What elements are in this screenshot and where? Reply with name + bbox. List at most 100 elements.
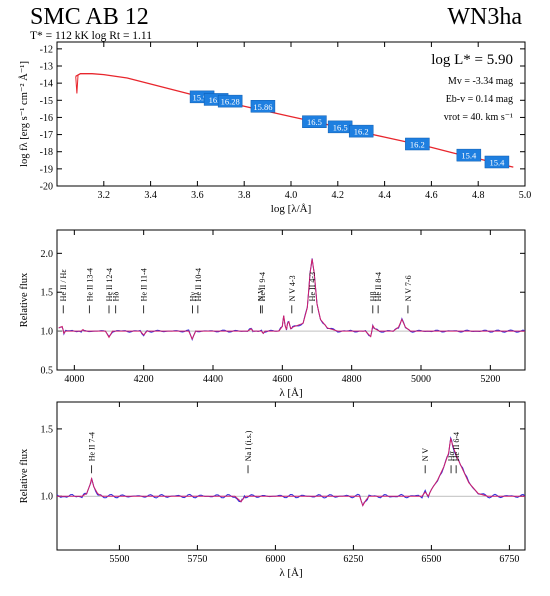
x-tick-label: 5000 bbox=[411, 374, 431, 385]
panel-sed: 3.2 3.4 3.6 3.8 4.0 4.2 4.4 4.6 4.8 5.0 -12 -13 -14 -… bbox=[18, 41, 532, 215]
line-id-label: N V bbox=[257, 288, 266, 302]
line-id-label: He II 6-4 bbox=[452, 432, 461, 461]
photometry-label: 15.4 bbox=[489, 158, 505, 168]
x-tick-label: 4.4 bbox=[378, 190, 391, 201]
y-tick-label: 1.5 bbox=[41, 288, 54, 299]
line-id-label: Na I (i.s.) bbox=[244, 430, 253, 461]
photometry-label: 15.4 bbox=[461, 151, 477, 161]
photometry-box bbox=[217, 94, 243, 108]
y-axis-label: Relative flux bbox=[19, 272, 30, 327]
plot-area bbox=[57, 258, 525, 342]
photometry-box bbox=[348, 124, 374, 138]
y-tick-label: -19 bbox=[40, 164, 53, 175]
line-id-label: He II 8-4 bbox=[374, 272, 383, 301]
y-tick-label: 0.5 bbox=[41, 366, 54, 377]
x-tick-label: 6250 bbox=[343, 554, 363, 565]
x-tick-label: 6000 bbox=[265, 554, 285, 565]
y-tick-label: -13 bbox=[40, 62, 53, 73]
photometry-label: 16.5 bbox=[333, 122, 348, 132]
x-tick-label: 3.6 bbox=[191, 190, 204, 201]
ebv-label: Eb-v = 0.14 mag bbox=[446, 94, 513, 105]
y-tick-label: 2.0 bbox=[41, 249, 54, 260]
plot-area bbox=[57, 436, 525, 507]
photometry-label: 16.28 bbox=[221, 97, 240, 107]
line-id-label: Hγ bbox=[189, 292, 198, 302]
y-axis-label: log fλ [erg s⁻¹ cm⁻² Å⁻¹] bbox=[18, 61, 30, 167]
line-id-label: He II 7-4 bbox=[88, 432, 97, 461]
sed-line-feature bbox=[75, 74, 79, 94]
panel-norm1: 4000 4200 4400 4600 4800 5000 5200 0.5 1.0 1.5 2.0… bbox=[19, 229, 526, 399]
line-id-label: He II 10-4 bbox=[194, 268, 203, 301]
x-tick-label: 3.4 bbox=[144, 190, 157, 201]
photometry-label: 15.99 bbox=[193, 92, 212, 102]
line-id-label: He II 12-4 bbox=[105, 268, 114, 301]
line-id-label: He II 9-4 bbox=[258, 272, 267, 301]
line-id-label: Hα bbox=[447, 450, 456, 461]
x-tick-label: 3.8 bbox=[238, 190, 251, 201]
line-id-label: N V bbox=[421, 448, 430, 462]
line-id-label: He II 13-4 bbox=[85, 268, 94, 301]
luminosity-label: log L* = 5.90 bbox=[431, 52, 513, 68]
x-tick-label: 5200 bbox=[480, 374, 500, 385]
y-tick-label: -20 bbox=[40, 182, 53, 193]
x-tick-label: 4800 bbox=[342, 374, 362, 385]
y-axis-label: Relative flux bbox=[19, 448, 30, 503]
y-tick-label: -16 bbox=[40, 113, 53, 124]
x-tick-label: 5500 bbox=[109, 554, 129, 565]
x-axis-label: log [λ/Å] bbox=[271, 203, 311, 215]
x-tick-label: 4.8 bbox=[472, 190, 485, 201]
x-tick-label: 6500 bbox=[421, 554, 441, 565]
y-tick-label: -15 bbox=[40, 96, 53, 107]
plot-frame bbox=[56, 229, 526, 371]
line-id-label: Hβ bbox=[369, 291, 378, 301]
photometry-label: 16.1 bbox=[209, 95, 224, 105]
model-spectrum bbox=[58, 258, 525, 341]
x-tick-label: 5750 bbox=[187, 554, 207, 565]
line-id-label: He II 11-4 bbox=[140, 268, 149, 301]
line-id-label: N V 7-6 bbox=[404, 275, 413, 301]
y-tick-label: 1.5 bbox=[41, 424, 54, 435]
photometry-box bbox=[456, 148, 482, 162]
photometry-box bbox=[302, 115, 327, 128]
line-id-label: He II / Hε bbox=[59, 269, 68, 302]
photometry-label: 16.2 bbox=[410, 140, 425, 150]
x-tick-label: 4000 bbox=[64, 374, 84, 385]
mv-label: Mv = -3.34 mag bbox=[448, 76, 513, 87]
x-tick-label: 3.2 bbox=[98, 190, 111, 201]
x-tick-label: 4.0 bbox=[285, 190, 298, 201]
photometry-box bbox=[405, 137, 430, 151]
panel-norm2: 5500 5750 6000 6250 6500 6750 1.0 1.5 λ [Å] Relat… bbox=[19, 401, 526, 579]
model-spectrum bbox=[57, 438, 525, 507]
photometry-box bbox=[484, 155, 510, 169]
x-tick-label: 4200 bbox=[134, 374, 154, 385]
line-id-label: N V 4-3 bbox=[288, 275, 297, 301]
spectral-type: WN3ha bbox=[447, 4, 522, 30]
x-tick-label: 4600 bbox=[272, 374, 292, 385]
x-tick-label: 4400 bbox=[203, 374, 223, 385]
vrot-label: vrot = 40. km s⁻¹ bbox=[444, 112, 513, 123]
x-axis-label: λ [Å] bbox=[279, 387, 302, 399]
line-id-label: He II 4-3 bbox=[308, 272, 317, 301]
x-axis-label: λ [Å] bbox=[279, 567, 302, 579]
photometry-label: 16.2 bbox=[354, 127, 369, 137]
y-tick-label: 1.0 bbox=[41, 327, 54, 338]
x-tick-label: 4.2 bbox=[332, 190, 345, 201]
y-tick-label: 1.0 bbox=[41, 492, 54, 503]
x-tick-label: 6750 bbox=[499, 554, 519, 565]
x-tick-label: 5.0 bbox=[519, 190, 532, 201]
plot-frame bbox=[56, 401, 526, 551]
photometry-box bbox=[250, 100, 276, 113]
line-id-label: Hδ bbox=[112, 292, 121, 302]
x-tick-label: 4.6 bbox=[425, 190, 438, 201]
y-tick-label: -17 bbox=[40, 130, 53, 141]
y-tick-label: -14 bbox=[40, 79, 53, 90]
y-tick-label: -12 bbox=[40, 44, 53, 55]
model-sed-line bbox=[75, 73, 514, 168]
photometry-label: 16.5 bbox=[307, 117, 322, 127]
y-tick-label: -18 bbox=[40, 147, 53, 158]
photometry-label: 15.86 bbox=[253, 102, 272, 112]
star-parameters: T* = 112 kK log Rt = 1.11 bbox=[30, 30, 153, 42]
star-name: SMC AB 12 bbox=[30, 4, 149, 30]
